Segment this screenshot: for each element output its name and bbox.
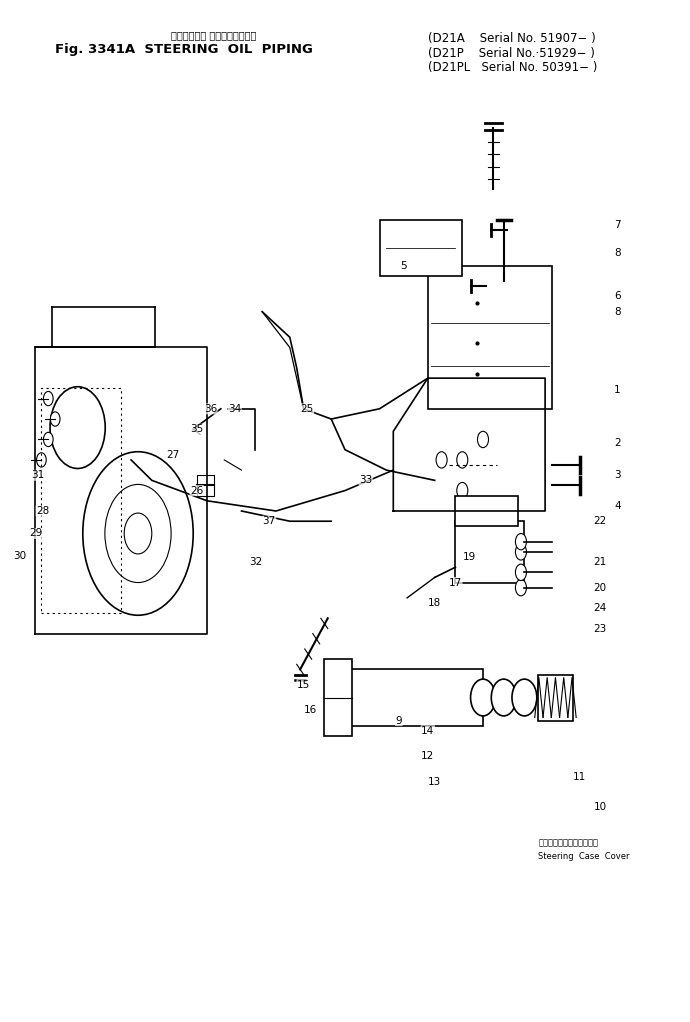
- Circle shape: [512, 679, 537, 715]
- Circle shape: [43, 432, 53, 447]
- Circle shape: [477, 431, 489, 448]
- Text: 18: 18: [428, 598, 442, 608]
- Text: 19: 19: [462, 552, 476, 562]
- Text: 37: 37: [262, 516, 276, 526]
- Text: 16: 16: [304, 705, 317, 715]
- Text: 28: 28: [36, 506, 50, 516]
- Text: 27: 27: [166, 450, 179, 460]
- Circle shape: [471, 679, 495, 715]
- Text: 8: 8: [614, 307, 621, 317]
- Text: ステアリング オイルパイピング: ステアリング オイルパイピング: [171, 30, 257, 40]
- Circle shape: [491, 679, 516, 715]
- Bar: [455, 496, 518, 526]
- Text: 4: 4: [614, 501, 621, 511]
- Circle shape: [457, 452, 468, 468]
- Circle shape: [83, 452, 193, 615]
- Text: 32: 32: [248, 557, 262, 567]
- Circle shape: [50, 386, 105, 468]
- Text: 13: 13: [428, 777, 442, 787]
- Circle shape: [50, 412, 60, 426]
- Text: (D21P    Serial No.·51929− ): (D21P Serial No.·51929− ): [428, 47, 595, 59]
- Circle shape: [436, 452, 447, 468]
- Circle shape: [43, 391, 53, 406]
- Circle shape: [515, 579, 526, 596]
- Text: 3: 3: [614, 470, 621, 480]
- Bar: [428, 266, 552, 409]
- Text: ステアリングケースカバー: ステアリングケースカバー: [538, 839, 598, 847]
- Text: (D21PL   Serial No. 50391− ): (D21PL Serial No. 50391− ): [428, 61, 597, 74]
- Text: 6: 6: [614, 291, 621, 301]
- Text: 14: 14: [421, 726, 435, 736]
- Text: 10: 10: [593, 802, 607, 812]
- Text: 1: 1: [614, 385, 621, 396]
- Text: 23: 23: [593, 623, 607, 634]
- Text: 12: 12: [421, 751, 435, 761]
- Text: 22: 22: [593, 516, 607, 526]
- Text: 24: 24: [593, 603, 607, 613]
- Text: Steering  Case  Cover: Steering Case Cover: [538, 852, 630, 861]
- Text: 20: 20: [593, 583, 607, 593]
- Text: 31: 31: [31, 470, 45, 480]
- Text: 25: 25: [300, 404, 314, 414]
- Circle shape: [457, 482, 468, 499]
- Circle shape: [515, 564, 526, 580]
- Text: 21: 21: [593, 557, 607, 567]
- Text: 33: 33: [359, 475, 373, 485]
- Bar: [345, 669, 483, 726]
- Circle shape: [105, 484, 171, 583]
- Text: 34: 34: [228, 404, 242, 414]
- Text: 2: 2: [614, 437, 621, 448]
- Text: 17: 17: [448, 577, 462, 588]
- Circle shape: [515, 533, 526, 550]
- Text: 30: 30: [12, 551, 26, 561]
- Text: 5: 5: [400, 261, 407, 271]
- Bar: [197, 475, 214, 496]
- Bar: [380, 220, 462, 276]
- Bar: [455, 521, 524, 583]
- Text: 7: 7: [614, 220, 621, 230]
- Text: 11: 11: [573, 772, 586, 782]
- Circle shape: [37, 453, 46, 467]
- Circle shape: [124, 513, 152, 554]
- Text: 15: 15: [297, 680, 310, 690]
- Text: (D21A    Serial No. 51907− ): (D21A Serial No. 51907− ): [428, 33, 595, 45]
- Text: 9: 9: [395, 715, 402, 726]
- Text: 29: 29: [29, 528, 43, 539]
- Bar: [324, 659, 352, 736]
- Text: 26: 26: [190, 485, 204, 496]
- Text: Fig. 3341A  STEERING  OIL  PIPING: Fig. 3341A STEERING OIL PIPING: [55, 43, 313, 55]
- Text: 8: 8: [614, 248, 621, 259]
- Text: 36: 36: [204, 404, 217, 414]
- Bar: [538, 675, 573, 721]
- Text: 35: 35: [190, 424, 204, 434]
- Circle shape: [515, 544, 526, 560]
